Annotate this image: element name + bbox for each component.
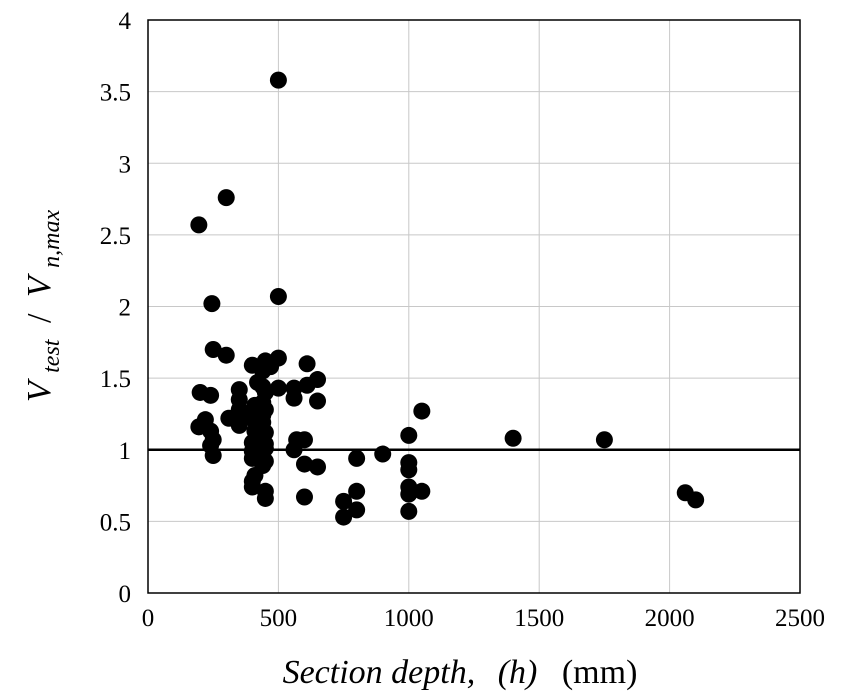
- data-point-1: [217, 189, 235, 207]
- data-point-15: [298, 376, 316, 394]
- data-point-44: [504, 429, 522, 447]
- data-point-65: [295, 455, 313, 473]
- y-tick-label-8: 4: [119, 8, 132, 35]
- data-point-80: [687, 491, 705, 509]
- x-axis-title-unit: (mm): [562, 654, 638, 691]
- plot-area-frame: [147, 19, 801, 594]
- y-tick-label-7: 3.5: [100, 80, 131, 107]
- data-point-22: [202, 386, 220, 404]
- y-axis-title-slash: /: [21, 313, 58, 323]
- data-point-77: [400, 485, 418, 503]
- data-point-47: [595, 431, 613, 449]
- data-point-74: [413, 482, 431, 500]
- y-tick-label-3: 1.5: [100, 366, 131, 393]
- data-point-84: [335, 508, 353, 526]
- data-point-79: [256, 489, 274, 507]
- data-point-6: [217, 346, 235, 364]
- data-point-38: [230, 416, 248, 434]
- x-axis-title-var: (h): [498, 654, 538, 691]
- y-tick-label-1: 0.5: [100, 509, 131, 536]
- data-point-4: [203, 295, 221, 313]
- data-point-73: [348, 482, 366, 500]
- y-axis-title-sub1: test: [39, 338, 65, 373]
- data-point-25: [309, 392, 327, 410]
- data-point-78: [295, 488, 313, 506]
- x-tick-label-1: 500: [260, 605, 298, 632]
- data-point-5: [204, 340, 222, 358]
- grid-lines: [148, 20, 800, 593]
- data-point-2: [190, 216, 208, 234]
- data-point-23: [285, 389, 303, 407]
- x-axis-title-main: Section depth,: [283, 654, 476, 691]
- y-tick-label-4: 2: [119, 295, 132, 322]
- data-point-68: [400, 461, 418, 479]
- x-tick-label-3: 1500: [514, 605, 564, 632]
- data-points: [190, 71, 705, 526]
- data-point-71: [243, 478, 261, 496]
- y-tick-label-2: 1: [119, 438, 132, 465]
- y-axis-title-v1: V: [21, 377, 58, 402]
- data-point-9: [298, 355, 316, 373]
- x-tick-label-4: 2000: [645, 605, 695, 632]
- data-point-83: [400, 502, 418, 520]
- y-tick-label-5: 2.5: [100, 223, 131, 250]
- y-tick-label-0: 0: [119, 581, 132, 608]
- data-point-0: [269, 71, 287, 89]
- data-point-3: [269, 287, 287, 305]
- data-point-58: [374, 445, 392, 463]
- data-point-62: [348, 449, 366, 467]
- data-point-59: [204, 446, 222, 464]
- data-point-43: [400, 426, 418, 444]
- y-axis-tick-labels: 0 0.5 1 1.5 2 2.5 3 3.5 4: [100, 8, 132, 608]
- x-tick-label-5: 2500: [775, 605, 825, 632]
- data-point-17: [269, 379, 287, 397]
- x-tick-label-2: 1000: [384, 605, 434, 632]
- data-point-81: [335, 492, 353, 510]
- data-point-67: [309, 458, 327, 476]
- y-axis-title: V test / V n,max: [21, 209, 67, 402]
- data-point-55: [285, 441, 303, 459]
- x-tick-label-0: 0: [142, 605, 155, 632]
- x-axis-title: Section depth, (h) (mm): [283, 654, 638, 691]
- y-tick-label-6: 3: [119, 151, 132, 178]
- data-point-30: [413, 402, 431, 420]
- y-axis-title-v2: V: [21, 272, 58, 297]
- x-axis-tick-labels: 0 500 1000 1500 2000 2500: [142, 605, 825, 632]
- y-axis-title-sub2: n,max: [39, 209, 65, 267]
- data-point-82: [348, 501, 366, 519]
